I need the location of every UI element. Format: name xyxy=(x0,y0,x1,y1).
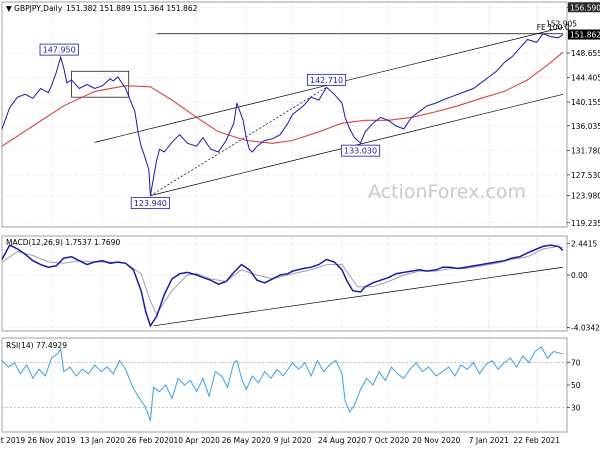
watermark: ActionForex.com xyxy=(368,181,526,203)
y-tick-label: 136.035 xyxy=(571,122,600,131)
price-annotation-box xyxy=(306,73,347,86)
x-tick-label: 7 Jan 2021 xyxy=(469,436,509,445)
x-tick-label: 26 Feb 2020 xyxy=(127,436,174,445)
price-annotation-box xyxy=(340,144,381,157)
x-tick-label: 10 Apr 2020 xyxy=(174,436,221,445)
y-tick-label: 144.405 xyxy=(571,74,600,83)
current-price-tag xyxy=(568,29,600,40)
y-tick-label: -4.0342 xyxy=(571,324,600,333)
rsi-line xyxy=(1,346,564,421)
price-annotation-label: 133.030 xyxy=(344,147,377,156)
level-annotation: FE 100.0 xyxy=(537,23,570,32)
y-tick-label: 50 xyxy=(571,381,581,390)
x-tick-label: 13 Jan 2020 xyxy=(80,436,125,445)
moving-average-line xyxy=(1,51,564,147)
top-level-tag xyxy=(568,2,600,13)
y-tick-label: 70 xyxy=(571,359,581,368)
ohlc-values: 151.382 151.889 151.364 151.862 xyxy=(66,4,197,13)
top-level-label: 156.590 xyxy=(570,3,600,12)
dropdown-arrow-icon[interactable]: ▼ xyxy=(6,4,14,13)
x-tick-label: 24 Aug 2020 xyxy=(318,436,366,445)
consolidation-box xyxy=(71,70,130,98)
macd-panel-frame xyxy=(1,235,568,332)
price-annotation-label: 123.940 xyxy=(134,199,167,208)
price-annotation-label: 142.710 xyxy=(310,76,343,85)
main-panel-frame xyxy=(1,1,568,228)
y-tick-label: 127.530 xyxy=(571,171,600,180)
dashed-trend-line xyxy=(150,87,327,196)
y-tick-label: 0.00 xyxy=(571,271,588,280)
price-annotation-label: 147.950 xyxy=(43,46,76,55)
y-tick-label: 131.780 xyxy=(571,146,600,155)
x-tick-label: 22 Feb 2021 xyxy=(513,436,560,445)
price-line xyxy=(1,33,564,196)
macd-trend-line xyxy=(153,266,564,327)
x-tick-label: 7 Oct 2020 xyxy=(368,436,410,445)
x-tick-label: 9 Jul 2020 xyxy=(274,436,312,445)
y-tick-label: 2.4415 xyxy=(571,239,597,248)
x-tick-label: 11 Oct 2019 xyxy=(0,436,25,445)
y-tick-label: 123.980 xyxy=(571,191,600,200)
current-price-label: 151.862 xyxy=(570,31,600,40)
macd-main-line xyxy=(1,244,564,328)
y-tick-label: 140.155 xyxy=(571,98,600,107)
rsi-label: RSI(14) 77.4929 xyxy=(6,341,67,350)
level-annotation: 152.905 xyxy=(546,20,577,29)
y-tick-label: 148.655 xyxy=(571,49,600,58)
price-annotation-box xyxy=(39,43,79,56)
x-tick-label: 26 May 2020 xyxy=(222,436,271,445)
symbol-label: GBPJPY,Daily xyxy=(14,4,63,13)
y-tick-label: 119.235 xyxy=(571,219,600,228)
y-tick-label: 30 xyxy=(571,403,581,412)
macd-label: MACD(12,26,9) 1.7537 1.7690 xyxy=(6,238,120,247)
x-tick-label: 26 Nov 2019 xyxy=(27,436,75,445)
price-annotation-box xyxy=(130,197,170,210)
x-tick-label: 20 Nov 2020 xyxy=(412,436,460,445)
